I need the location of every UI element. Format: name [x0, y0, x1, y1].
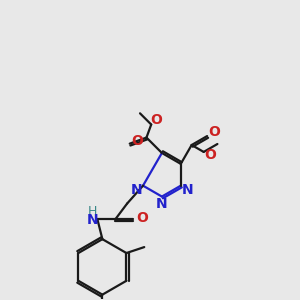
Text: N: N [130, 183, 142, 196]
Text: O: O [150, 112, 162, 127]
Text: O: O [205, 148, 217, 162]
Text: H: H [88, 205, 97, 218]
Text: N: N [87, 213, 98, 227]
Text: N: N [156, 197, 168, 212]
Text: O: O [208, 125, 220, 139]
Text: O: O [136, 212, 148, 225]
Text: N: N [182, 183, 194, 196]
Text: O: O [131, 134, 143, 148]
